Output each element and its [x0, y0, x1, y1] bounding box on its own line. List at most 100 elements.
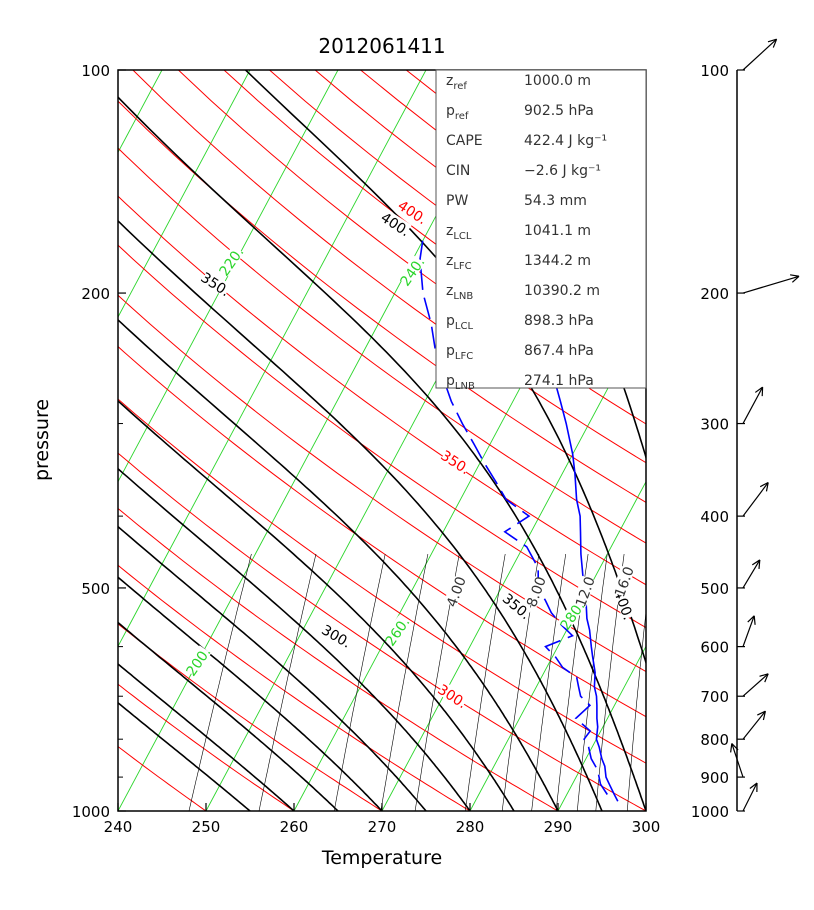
mixing-ratio-label: 4.00	[444, 575, 470, 610]
isotherm-line	[118, 70, 251, 318]
moist-adiabat-line	[118, 525, 427, 811]
info-label: pref	[446, 103, 469, 122]
moist-adiabat-label-bg	[200, 269, 232, 297]
chart-title: 2012061411	[318, 34, 445, 58]
wind-arrow-head	[754, 386, 763, 393]
info-label: zLFC	[446, 253, 472, 272]
moist-adiabat-line	[118, 701, 251, 811]
info-value: −2.6 J kg⁻¹	[524, 163, 601, 179]
dry-adiabat-line	[118, 100, 646, 504]
isotherm-label-bg	[216, 245, 245, 277]
info-value: 10390.2 m	[524, 283, 600, 299]
wind-arrow-head	[731, 743, 739, 751]
x-tick-label: 270	[368, 818, 397, 836]
mixing-ratio-line	[595, 553, 625, 811]
wind-tick-label: 300	[700, 416, 729, 434]
y-axis-title: pressure	[31, 399, 53, 481]
isotherm-line	[645, 810, 646, 811]
info-value: 902.5 hPa	[524, 103, 594, 119]
dry-adiabat-line	[118, 294, 646, 673]
info-value: 1041.1 m	[524, 223, 591, 239]
isotherm-line	[469, 480, 646, 811]
wind-arrow-shaft	[742, 559, 761, 589]
isotherm-label-bg	[183, 645, 212, 677]
isotherm-label: 200.	[184, 645, 215, 680]
wind-tick-label: 100	[700, 62, 729, 80]
wind-tick-label: 500	[700, 580, 729, 598]
moist-adiabat-line	[118, 467, 471, 811]
mixing-ratio-label-bg	[572, 575, 596, 607]
moist-adiabat-lines	[118, 70, 646, 811]
mixing-ratio-line	[531, 553, 566, 811]
moist-adiabat-line	[118, 399, 515, 811]
dry-adiabat-label-bg	[437, 681, 469, 709]
wind-tick-label: 400	[700, 508, 729, 526]
wind-tick-label: 600	[700, 639, 729, 657]
isotherm-label-bg	[557, 599, 586, 631]
moist-adiabat-line	[118, 621, 339, 811]
dry-adiabat-line	[118, 345, 646, 718]
wind-tick-label: 200	[700, 285, 729, 303]
mixing-ratio-line	[501, 553, 540, 811]
dry-adiabat-line	[771, 70, 814, 811]
wind-arrow-shaft	[742, 482, 769, 517]
wind-arrow-shaft	[742, 38, 778, 71]
mixing-ratio-line	[676, 554, 697, 811]
x-tick-label: 250	[192, 818, 221, 836]
x-axis-title: Temperature	[321, 847, 442, 869]
wind-arrow-head	[772, 38, 778, 48]
info-label: zLNB	[446, 283, 473, 302]
mixing-ratio-label-bg	[611, 565, 635, 597]
wind-arrow-shaft	[742, 710, 766, 740]
info-label: CAPE	[446, 133, 483, 149]
dry-adiabat-label: 300.	[435, 682, 470, 712]
wind-arrow-head	[747, 615, 755, 623]
mixing-ratio-line	[654, 554, 677, 811]
wind-arrow-head	[757, 710, 766, 716]
x-axis: 240 250 260 270 280 290 300	[104, 803, 661, 836]
mixing-ratio-line	[414, 553, 460, 811]
wind-arrow-head	[751, 559, 761, 566]
dry-adiabat-line	[118, 452, 646, 811]
x-tick-label: 300	[632, 818, 661, 836]
dry-adiabat-label: 350.	[438, 448, 473, 478]
dry-adiabat-line	[118, 564, 471, 811]
plot-area: 220. 240.260. 280.200.400.350.300.400.350.…	[118, 70, 814, 811]
info-box-frame	[435, 69, 647, 389]
x-tick-label: 280	[456, 818, 485, 836]
y-axis: 1000 500 200 100	[72, 62, 126, 821]
dry-adiabat-line	[118, 623, 383, 811]
dry-adiabat-line	[118, 147, 646, 544]
y-tick-label: 200	[81, 285, 110, 303]
wind-arrow-head	[790, 274, 800, 277]
mixing-ratio-line	[627, 609, 646, 811]
wind-arrow-head	[758, 559, 761, 569]
wind-arrow-head	[767, 38, 777, 43]
info-value: 274.1 hPa	[524, 373, 594, 389]
wind-arrow-shaft	[742, 673, 769, 697]
info-label: pLNB	[446, 373, 475, 392]
info-label: pLCL	[446, 313, 473, 332]
y-tick-label: 100	[81, 62, 110, 80]
y-tick-label: 1000	[72, 803, 110, 821]
info-label: PW	[446, 193, 468, 209]
wind-arrow-head	[753, 615, 756, 625]
x-tick-label: 240	[104, 818, 133, 836]
isotherm-line	[118, 70, 427, 648]
info-label: pLFC	[446, 343, 473, 362]
moist-adiabat-line	[118, 663, 295, 811]
info-label: zLCL	[446, 223, 472, 242]
mixing-ratio-line	[333, 553, 386, 811]
dry-adiabat-lines	[118, 70, 814, 811]
mixing-ratio-label: 12.0	[573, 575, 599, 610]
mixing-ratio-line	[380, 553, 429, 811]
x-tick-label: 290	[544, 818, 573, 836]
info-value: 867.4 hPa	[524, 343, 594, 359]
moist-adiabat-line	[118, 219, 603, 811]
wind-tick-label: 800	[700, 731, 729, 749]
isotherm-label: 240.	[398, 255, 429, 290]
wind-arrow-head	[764, 673, 769, 683]
info-label: CIN	[446, 163, 470, 179]
wind-tick-label: 1000	[691, 803, 729, 821]
